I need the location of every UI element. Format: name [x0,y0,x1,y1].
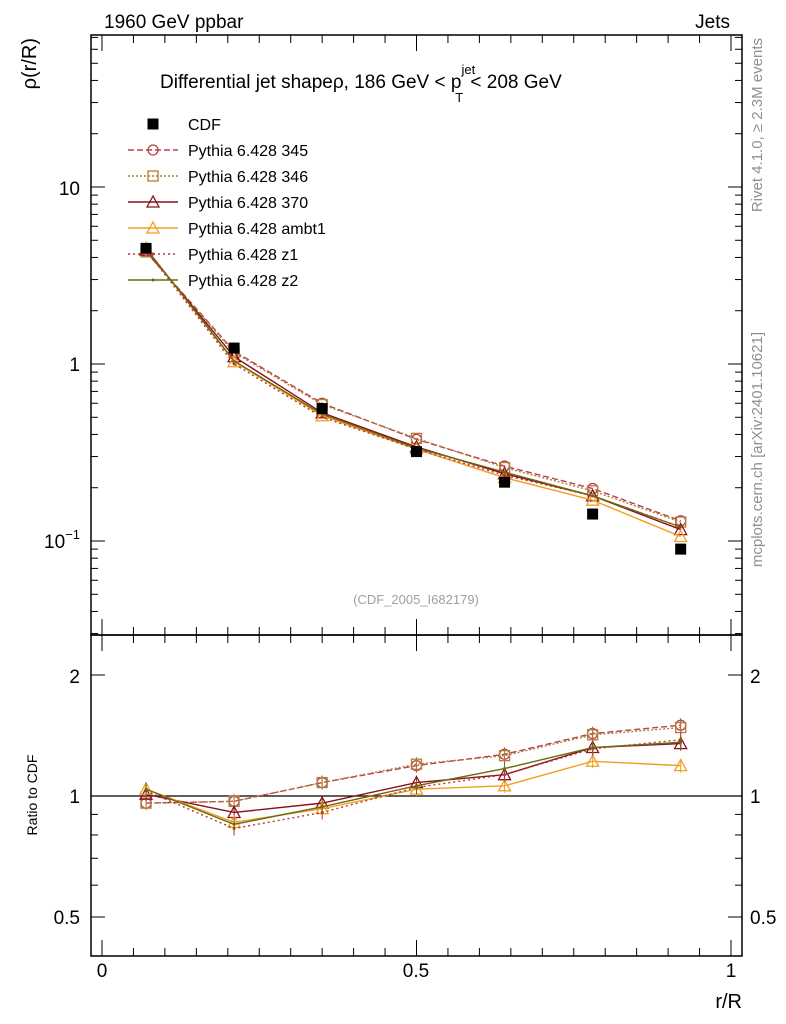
legend-label-4: Pythia 6.428 z1 [188,247,298,264]
ratio-line-4 [145,739,681,830]
ratio-tick-left-0.5: 0.5 [54,908,80,929]
legend-marker-0 [147,144,159,156]
cdf-data-point [140,242,152,254]
legend-label-0: Pythia 6.428 345 [188,143,308,160]
legend-label-5: Pythia 6.428 z2 [188,273,298,290]
series-line-0 [145,251,681,522]
series-point-5 [232,359,236,363]
ratio-axis-label: Ratio to CDF [24,755,40,836]
x-tick-1: 1 [726,961,737,982]
x-axis-label: r/R [715,991,742,1013]
legend-label-1: Pythia 6.428 346 [188,169,308,186]
header-process: Jets [695,12,730,33]
ratio-point-1 [498,750,511,762]
rivet-version-label: Rivet 4.1.0, ≥ 2.3M events [749,38,766,212]
legend-marker-3 [145,220,161,234]
ratio-point-3 [673,758,688,772]
x-tick-0: 0 [97,961,108,982]
chart-title-sub: T [455,90,463,105]
cdf-data-point [228,342,240,354]
chart-title-main: Differential jet shapeρ, 186 GeV < p [160,72,461,93]
series-point-4 [503,473,507,477]
legend: CDF Pythia 6.428 345 Pythia 6.428 346 Pythi… [128,117,326,290]
ratio-point-3 [585,753,600,767]
legend-marker-cdf [147,118,159,130]
ratio-point-1 [316,776,328,789]
ratio-line-1 [146,726,681,804]
ratio-point-5 [503,767,507,771]
series-point-5 [591,494,595,498]
ratio-point-5 [415,784,418,788]
ratio-point-1 [675,721,687,734]
ratio-line-0 [146,724,681,804]
legend-marker-5 [151,278,155,282]
chart-title: Differential jet shapeρ, 186 GeV < pjet T… [160,62,562,105]
ratio-point-5 [144,787,148,791]
ratio-tick-right-0.5: 0.5 [750,908,776,929]
header-energy: 1960 GeV ppbar [104,12,244,33]
series-line-1 [145,251,681,523]
ratio-point-3 [497,778,512,792]
series-point-3 [585,492,600,506]
ratio-point-5 [679,740,683,744]
mcplots-label: mcplots.cern.ch [arXiv:2401.10621] [749,332,766,567]
cdf-data-point [675,543,687,555]
axis-ticks [91,35,742,957]
series-point-3 [226,354,242,368]
cdf-data-point [587,508,599,520]
x-tick-0.5: 0.5 [403,961,429,982]
series-line-4 [145,249,681,528]
main-panel-series [138,241,688,555]
series-line-5 [145,247,681,528]
cdf-data-point [499,476,511,488]
ratio-point-5 [232,822,236,826]
series-point-5 [503,470,507,474]
series-point-4 [320,415,324,419]
series-point-5 [679,525,683,529]
y-tick-0.1: 10−1 [44,527,80,553]
y-axis-label: ρ(r/R) [19,38,41,89]
legend-label-cdf: CDF [188,117,221,134]
ratio-tick-left-1: 1 [69,787,80,808]
ratio-line-3 [145,760,681,824]
ratio-point-5 [591,746,595,750]
legend-label-3: Pythia 6.428 ambt1 [188,221,326,238]
series-line-2 [145,249,681,531]
y-tick-10: 10 [59,179,80,200]
chart-title-tail: < 208 GeV [465,72,562,93]
y-tick-1: 1 [69,355,80,376]
ratio-tick-right-2: 2 [750,667,761,688]
cdf-data-point [411,446,422,458]
legend-marker-1 [147,170,159,182]
ratio-point-5 [320,805,324,809]
ratio-tick-right-1: 1 [750,787,761,808]
legend-marker-2 [145,194,161,208]
ratio-tick-left-2: 2 [69,667,80,688]
cdf-data-point [316,403,328,415]
legend-label-2: Pythia 6.428 370 [188,195,308,212]
chart-title-sup: jet [460,62,475,77]
series-point-3 [673,529,688,543]
ratio-point-1 [586,729,599,741]
analysis-watermark: (CDF_2005_I682179) [353,592,479,607]
series-point-4 [232,362,236,366]
ratio-point-1 [410,758,423,770]
series-point-2 [673,522,688,536]
legend-marker-4 [151,252,155,256]
ratio-panel-series [138,718,688,836]
